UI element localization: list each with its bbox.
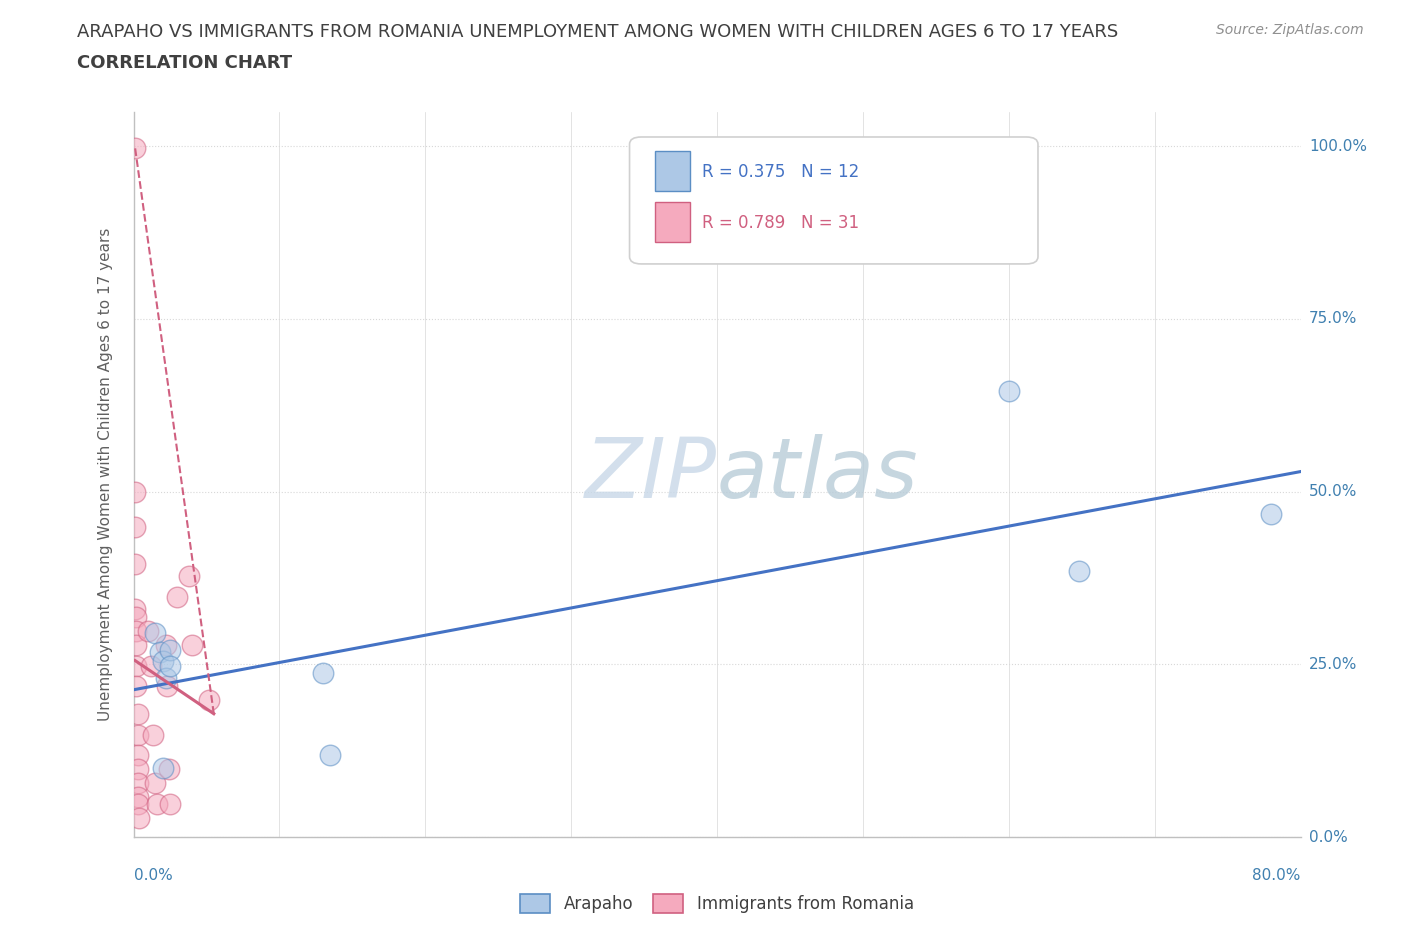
Text: 0.0%: 0.0% bbox=[1309, 830, 1347, 844]
Bar bbox=[655, 152, 690, 192]
Point bbox=[157, 762, 180, 777]
Text: Source: ZipAtlas.com: Source: ZipAtlas.com bbox=[1216, 23, 1364, 37]
Point bbox=[127, 727, 149, 742]
Point bbox=[139, 658, 162, 673]
Point bbox=[127, 776, 149, 790]
Legend: Arapaho, Immigrants from Romania: Arapaho, Immigrants from Romania bbox=[512, 885, 922, 921]
Point bbox=[125, 637, 148, 652]
Point bbox=[127, 790, 149, 804]
Bar bbox=[655, 203, 690, 242]
Text: 0.0%: 0.0% bbox=[134, 868, 173, 883]
Text: R = 0.789   N = 31: R = 0.789 N = 31 bbox=[702, 214, 859, 232]
Text: 100.0%: 100.0% bbox=[1309, 139, 1367, 153]
Point bbox=[155, 671, 177, 685]
Point bbox=[997, 384, 1019, 399]
Point bbox=[125, 610, 148, 625]
Point bbox=[198, 693, 221, 708]
Point bbox=[312, 665, 335, 680]
Text: R = 0.375   N = 12: R = 0.375 N = 12 bbox=[702, 163, 859, 180]
Point bbox=[125, 624, 148, 639]
Y-axis label: Unemployment Among Women with Children Ages 6 to 17 years: Unemployment Among Women with Children A… bbox=[98, 228, 112, 721]
Point bbox=[166, 589, 188, 604]
Point bbox=[125, 658, 148, 673]
Point bbox=[124, 140, 146, 155]
Point bbox=[156, 679, 179, 694]
Text: CORRELATION CHART: CORRELATION CHART bbox=[77, 54, 292, 72]
Text: 25.0%: 25.0% bbox=[1309, 657, 1357, 671]
Point bbox=[159, 643, 181, 658]
Point bbox=[1260, 506, 1282, 521]
Text: atlas: atlas bbox=[717, 433, 918, 515]
Point bbox=[152, 761, 174, 776]
Point bbox=[127, 748, 149, 763]
Point bbox=[159, 796, 181, 811]
Point bbox=[145, 626, 167, 641]
Text: ARAPAHO VS IMMIGRANTS FROM ROMANIA UNEMPLOYMENT AMONG WOMEN WITH CHILDREN AGES 6: ARAPAHO VS IMMIGRANTS FROM ROMANIA UNEMP… bbox=[77, 23, 1119, 41]
Text: ZIP: ZIP bbox=[585, 433, 717, 515]
Point bbox=[124, 557, 146, 572]
Point bbox=[124, 602, 146, 617]
Point bbox=[146, 796, 169, 811]
Point bbox=[145, 776, 167, 790]
Point bbox=[124, 520, 146, 535]
Point bbox=[149, 644, 172, 659]
Point bbox=[152, 654, 174, 669]
Text: 75.0%: 75.0% bbox=[1309, 312, 1357, 326]
Point bbox=[319, 748, 342, 763]
Point bbox=[155, 637, 177, 652]
FancyBboxPatch shape bbox=[630, 137, 1038, 264]
Point bbox=[127, 762, 149, 777]
Point bbox=[136, 624, 159, 639]
Text: 80.0%: 80.0% bbox=[1253, 868, 1301, 883]
Point bbox=[141, 727, 163, 742]
Point bbox=[125, 679, 148, 694]
Point bbox=[177, 568, 200, 583]
Point bbox=[127, 707, 149, 722]
Text: 50.0%: 50.0% bbox=[1309, 485, 1357, 499]
Point bbox=[128, 810, 150, 825]
Point bbox=[124, 485, 146, 499]
Point bbox=[127, 796, 149, 811]
Point bbox=[180, 637, 202, 652]
Point bbox=[159, 658, 181, 673]
Point bbox=[1067, 564, 1090, 578]
